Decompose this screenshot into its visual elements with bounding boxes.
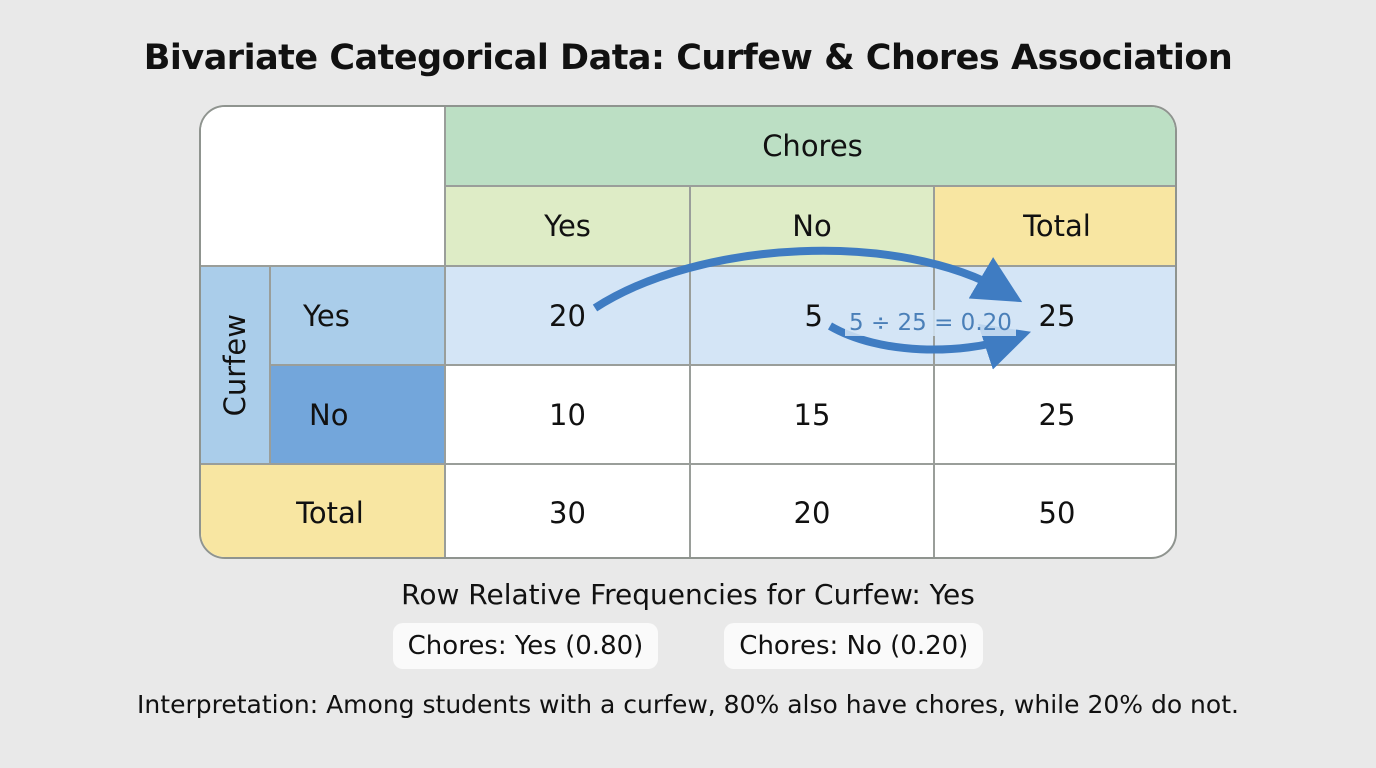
corner-blank — [201, 107, 446, 267]
cell-total-total: 50 — [1038, 496, 1076, 530]
row-header-yes: Yes — [271, 267, 446, 366]
row-variable-header: Curfew — [201, 267, 271, 465]
interpretation-text: Interpretation: Among students with a cu… — [137, 690, 1239, 719]
cell-total-yes: 30 — [446, 465, 691, 557]
frequency-chips: Chores: Yes (0.80) Chores: No (0.20) — [0, 623, 1376, 669]
column-header-yes: Yes — [446, 187, 691, 267]
cell-total-no: 20 — [691, 465, 935, 557]
division-formula: 5 ÷ 25 = 0.20 — [845, 310, 1016, 336]
summary-subtitle: Row Relative Frequencies for Curfew: Yes — [401, 578, 975, 611]
cell-no-yes: 10 — [446, 366, 691, 465]
arrow-20-to-25-icon — [592, 246, 1023, 312]
row-header-no: No — [271, 366, 446, 465]
cell-no-total: 25 — [935, 366, 1175, 465]
column-variable-header: Chores — [446, 107, 1175, 187]
column-header-total: Total — [935, 187, 1175, 267]
cell-no-no: 15 — [691, 366, 935, 465]
chip-chores-yes: Chores: Yes (0.80) — [392, 623, 659, 669]
page-title: Bivariate Categorical Data: Curfew & Cho… — [143, 38, 1233, 78]
row-header-total: Total — [201, 465, 446, 557]
chip-chores-no: Chores: No (0.20) — [724, 623, 984, 669]
